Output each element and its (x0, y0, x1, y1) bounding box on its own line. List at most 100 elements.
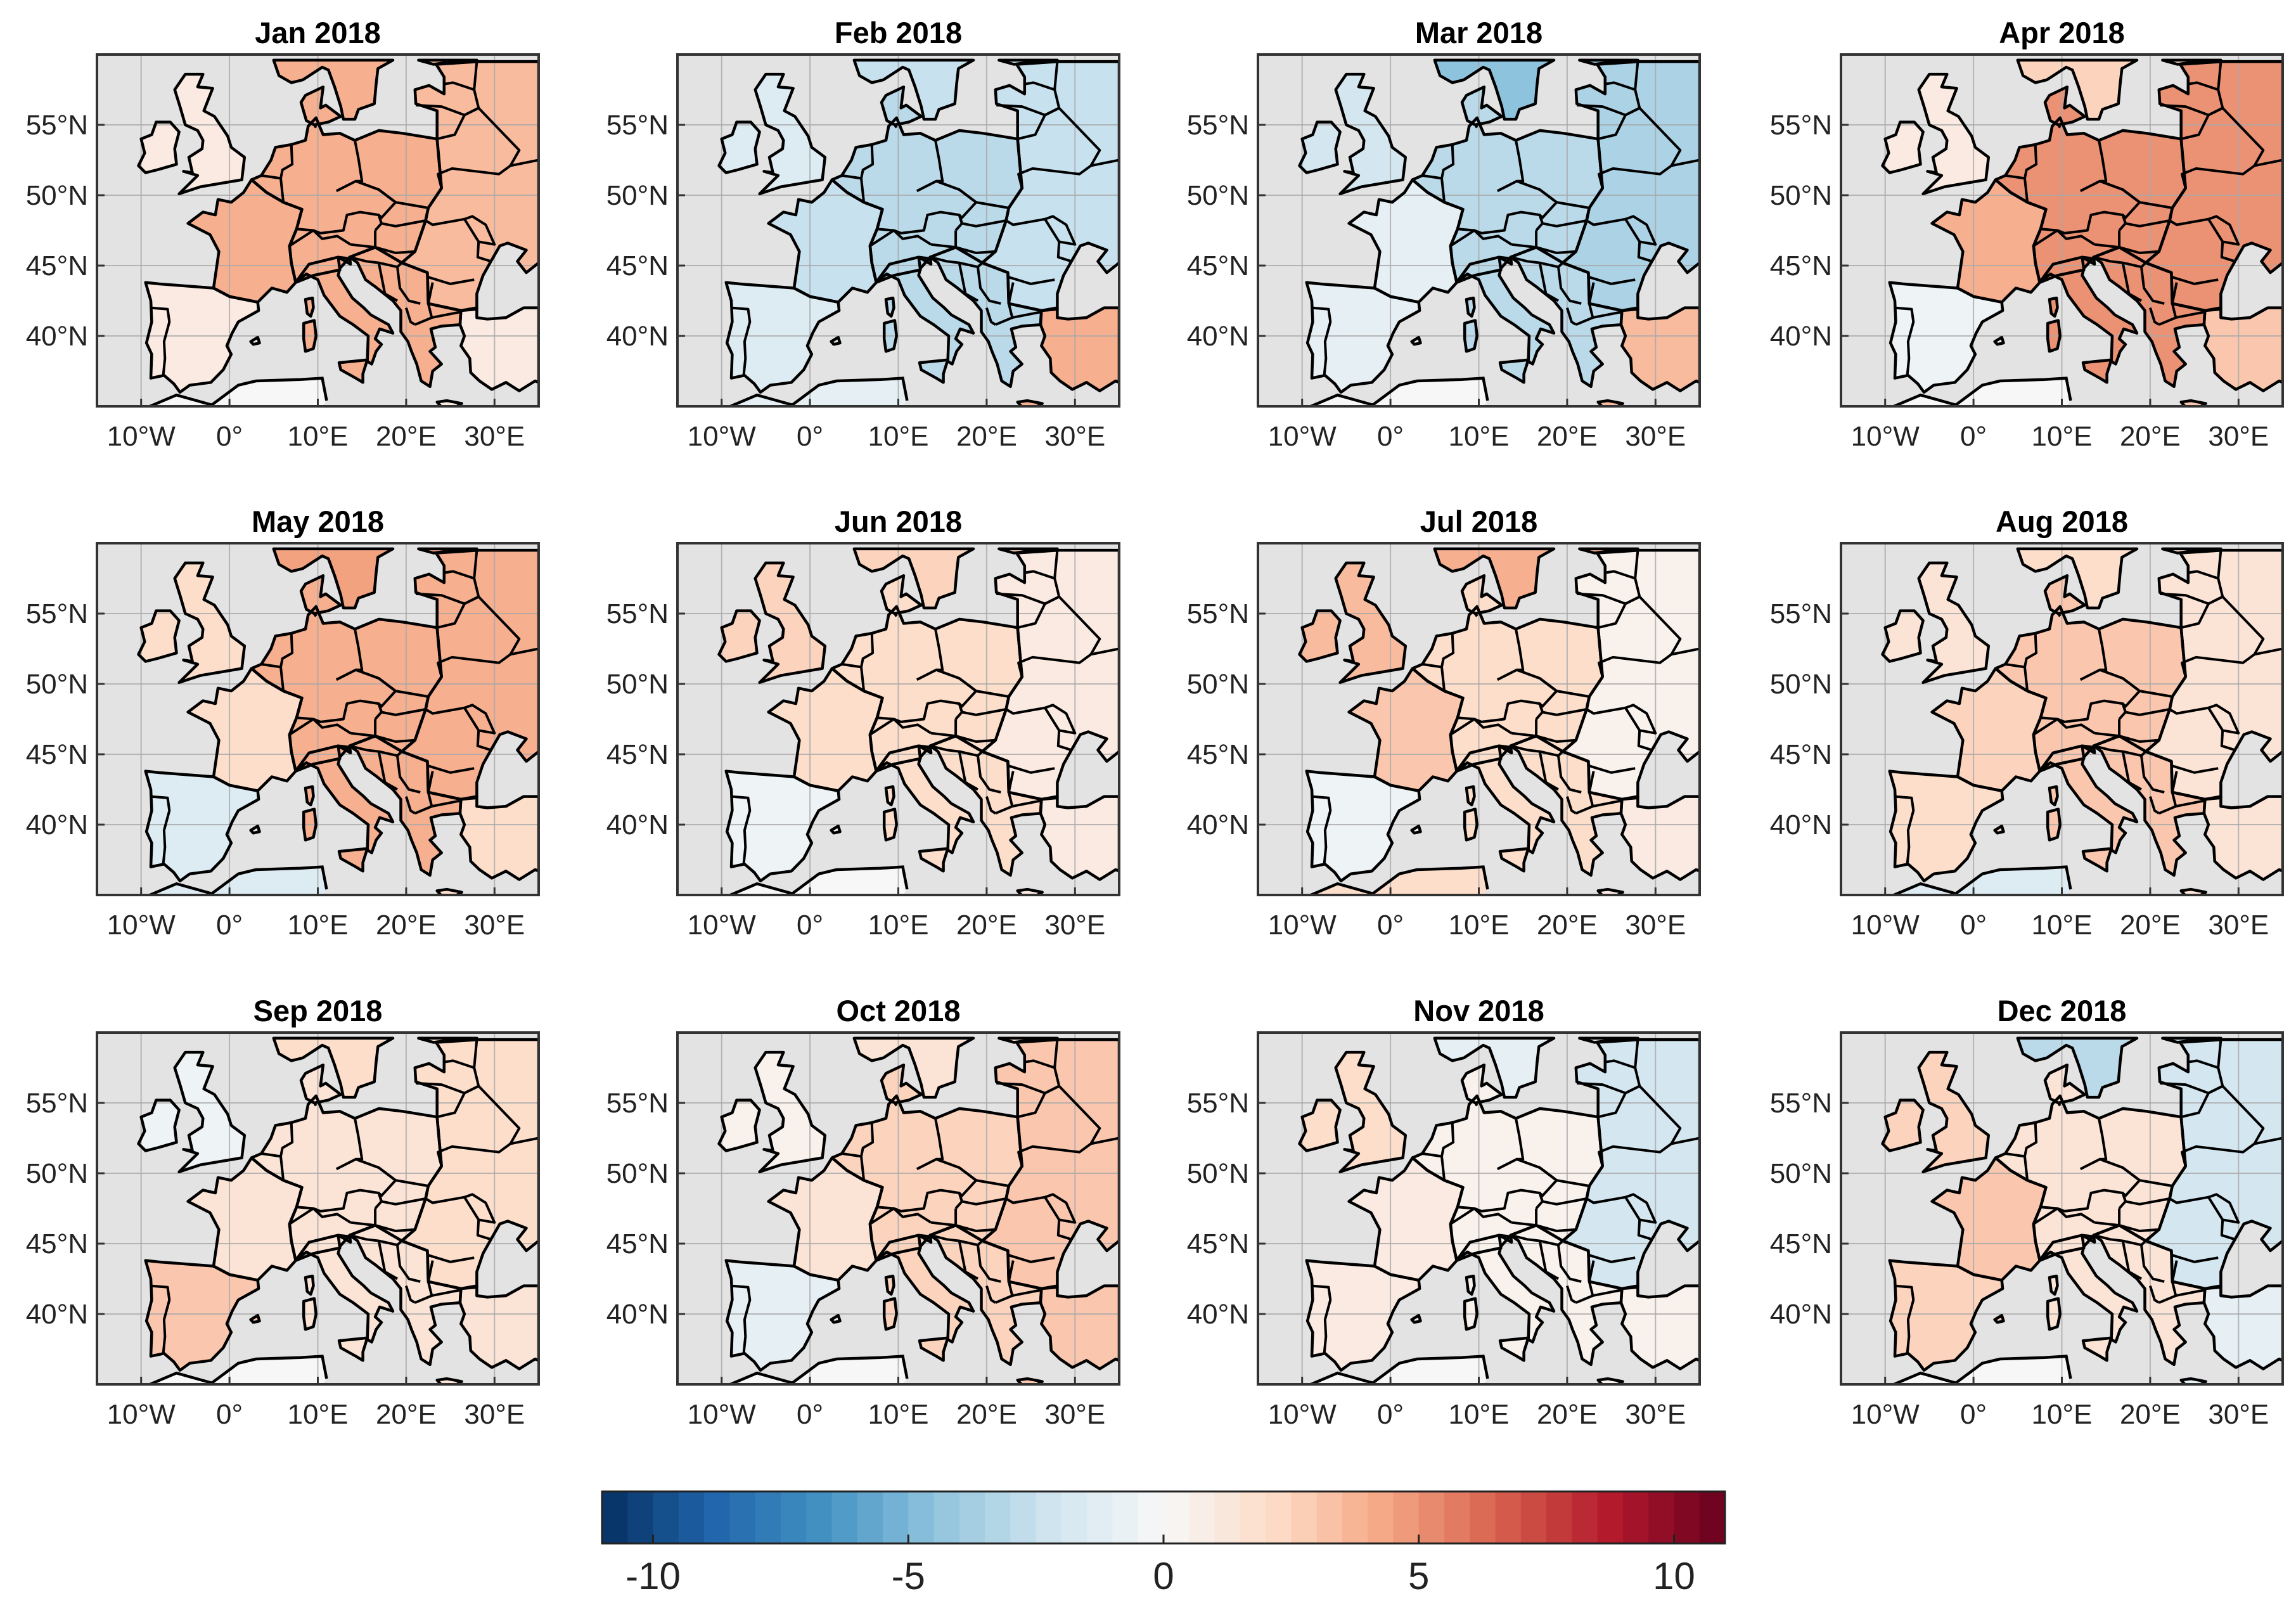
colorbar-bin (627, 1491, 654, 1543)
country-border (1586, 217, 1653, 263)
coastline (1298, 609, 1342, 663)
country-border (377, 1192, 426, 1206)
country-border (1894, 795, 1915, 865)
coastline (1334, 1050, 1408, 1174)
lat-tick-label: 45°N (606, 739, 669, 770)
region-central (2045, 576, 2085, 614)
country-border (886, 119, 898, 129)
colorbar-bin (806, 1491, 833, 1543)
map-panel: Apr 2018 10°W 0° 10°E 20°E 30°E 55°N 50°N 45°N 40… (1770, 16, 2284, 452)
country-border (1516, 1157, 1590, 1187)
country-border (1511, 1221, 1537, 1227)
region-central (2045, 87, 2085, 125)
region-south-sea (150, 378, 327, 406)
country-border (1535, 719, 1576, 743)
country-border (1057, 805, 1068, 809)
colorbar-bin (831, 1491, 858, 1543)
coastline (2046, 1297, 2062, 1331)
country-border (731, 1284, 752, 1354)
lon-tick-label: 10°W (1268, 910, 1337, 941)
country-border (1440, 145, 1455, 179)
coastline (249, 335, 261, 346)
lat-tick-label: 45°N (1770, 739, 1832, 770)
lon-tick-label: 10°E (288, 910, 349, 941)
lat-tick-label: 45°N (1187, 250, 1249, 281)
region-scandinavia (273, 1038, 393, 1098)
region-turkey (1040, 796, 1119, 880)
country-border (2094, 243, 2120, 249)
coastline (997, 547, 1059, 555)
country-border (477, 1294, 488, 1299)
lat-tick-label: 55°N (606, 110, 669, 141)
country-border (2217, 1039, 2222, 1068)
country-border (2208, 704, 2240, 735)
lat-tick-label: 55°N (1187, 110, 1249, 141)
region-iberia (726, 771, 840, 881)
coastline (1578, 547, 1639, 555)
country-border (996, 570, 1061, 605)
country-border (150, 1284, 171, 1354)
coastline (295, 255, 395, 366)
region-south-sea (730, 866, 907, 895)
map-panel: Oct 2018 10°W 0° 10°E 20°E 30°E 55°N 50°N 45°N 40… (606, 994, 1120, 1430)
country-border (1053, 61, 1059, 90)
coastline (1433, 58, 1556, 121)
colorbar-bin (704, 1491, 731, 1543)
panel-title: Jun 2018 (835, 505, 962, 538)
lon-tick-label: 20°E (956, 421, 1017, 452)
panel-title: Feb 2018 (835, 16, 962, 49)
coastline (417, 1036, 478, 1044)
colorbar-bin (1189, 1491, 1215, 1543)
country-border (377, 703, 426, 716)
country-border (464, 1193, 496, 1224)
country-border (404, 795, 416, 815)
country-border (404, 307, 416, 326)
region-central (339, 848, 368, 872)
coastline (2048, 296, 2059, 318)
colorbar-bin (1622, 1491, 1649, 1543)
lon-tick-label: 30°E (464, 1399, 525, 1430)
colorbar-bin (780, 1491, 807, 1543)
coastline (1881, 120, 1925, 174)
region-iberia (1889, 771, 2003, 881)
map-panel: Sep 2018 10°W 0° 10°E 20°E 30°E 55°N 50°N 45°N 40… (26, 994, 540, 1430)
country-border (1638, 805, 1649, 809)
coastline (830, 824, 842, 835)
coastline (2039, 255, 2139, 366)
lon-tick-label: 20°E (2120, 1399, 2181, 1430)
map-panel: Feb 2018 10°W 0° 10°E 20°E 30°E 55°N 50°N 45°N 40… (606, 16, 1120, 452)
lat-tick-label: 50°N (26, 669, 88, 700)
country-border (437, 158, 539, 189)
lat-tick-label: 50°N (606, 669, 669, 700)
country-border (473, 550, 478, 579)
coastline (1498, 847, 1530, 873)
country-border (416, 570, 480, 605)
lon-tick-label: 20°E (956, 1399, 1017, 1430)
lat-tick-label: 55°N (1770, 1088, 1832, 1119)
region-central (1995, 1095, 2186, 1261)
country-border (954, 1208, 996, 1232)
lon-tick-label: 20°E (376, 421, 437, 452)
panel-title: Sep 2018 (253, 994, 383, 1027)
region-central (251, 606, 442, 771)
country-border (279, 1123, 294, 1157)
country-border (1516, 179, 1590, 209)
coastline (1498, 358, 1530, 384)
lon-tick-label: 10°W (1851, 1399, 1920, 1430)
lon-tick-label: 20°E (1537, 1399, 1598, 1430)
coastline (1433, 547, 1556, 610)
country-border (2221, 805, 2232, 809)
region-east (1562, 61, 1700, 311)
country-border (1449, 229, 1513, 247)
country-border (935, 179, 1010, 209)
coastline (1463, 319, 1478, 353)
lat-tick-label: 55°N (1770, 110, 1832, 141)
country-border (860, 1123, 875, 1157)
lat-tick-label: 45°N (26, 250, 88, 281)
lon-tick-label: 0° (797, 1399, 823, 1430)
country-border (930, 731, 956, 738)
region-central (1510, 1225, 1622, 1365)
region-central (251, 1095, 442, 1261)
colorbar-bin (1164, 1491, 1190, 1543)
country-border (2217, 61, 2222, 90)
